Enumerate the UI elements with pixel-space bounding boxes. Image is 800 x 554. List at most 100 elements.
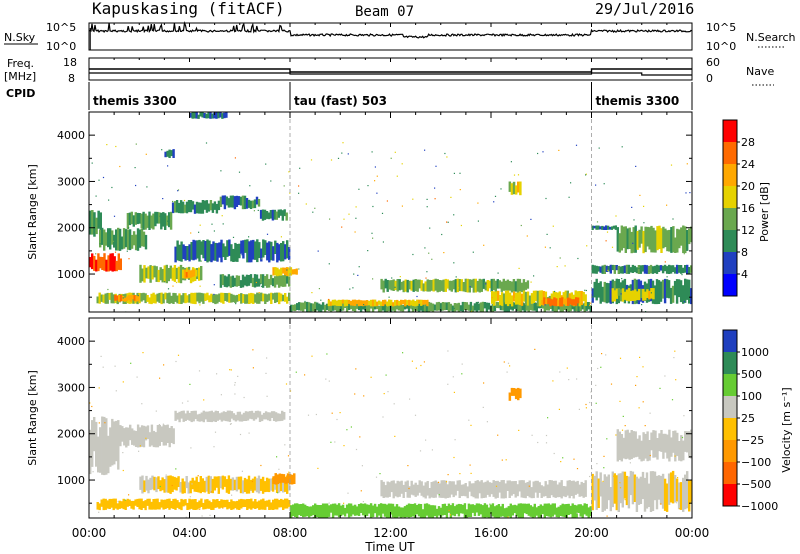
power-cell: [655, 279, 659, 305]
velocity-cell: [631, 471, 635, 505]
power-cell: [341, 226, 343, 228]
power-cell: [159, 215, 161, 217]
power-cell: [262, 239, 265, 258]
velocity-cell: [458, 480, 461, 498]
velocity-cell: [671, 399, 674, 401]
power-cell: [396, 279, 399, 292]
velocity-cell: [659, 387, 661, 389]
y-tick-label: 1000: [57, 268, 85, 281]
velocity-cell: [138, 498, 141, 510]
velocity-cell: [208, 411, 211, 422]
velocity-cell: [539, 504, 542, 518]
power-cell: [204, 241, 207, 261]
power-cell: [450, 280, 453, 292]
power-cell: [230, 293, 233, 303]
power-cell: [455, 276, 457, 278]
velocity-cell: [162, 424, 165, 446]
power-cell: [159, 267, 162, 281]
velocity-panel-data: [89, 318, 692, 518]
velocity-cell: [294, 503, 297, 517]
power-cell: [412, 279, 415, 292]
velocity-cell: [330, 441, 332, 443]
velocity-cell: [448, 509, 450, 512]
power-cell: [187, 200, 191, 213]
velocity-cell: [620, 434, 623, 462]
power-cell: [149, 265, 152, 283]
power-cell: [386, 200, 388, 202]
power-colorbar-tick-label: 8: [741, 246, 748, 259]
power-cell: [374, 180, 376, 182]
velocity-cell: [674, 448, 676, 450]
nave-right-tick-top: 60: [706, 56, 720, 69]
velocity-cell: [232, 413, 236, 421]
power-cell: [446, 279, 449, 289]
velocity-cell: [421, 509, 425, 518]
velocity-cell: [117, 501, 119, 503]
power-cell: [673, 267, 677, 274]
velocity-cell: [426, 481, 429, 496]
power-cell: [492, 278, 495, 291]
power-cell: [381, 302, 385, 311]
velocity-cell: [203, 480, 206, 493]
power-cell: [652, 227, 655, 253]
power-cell: [556, 266, 558, 268]
velocity-cell: [475, 503, 479, 513]
velocity-cell: [560, 461, 562, 463]
power-cell: [372, 278, 374, 280]
velocity-cell: [502, 480, 505, 499]
velocity-cell: [501, 459, 503, 461]
power-cell: [117, 253, 120, 270]
velocity-cell: [545, 442, 548, 444]
velocity-cell: [289, 390, 292, 392]
velocity-cell: [469, 464, 471, 466]
power-cell: [667, 267, 669, 269]
y-tick-label: 3000: [57, 175, 85, 188]
velocity-cell: [265, 372, 267, 374]
power-cell: [166, 150, 169, 157]
power-cell: [538, 290, 542, 307]
y-tick-label: 2000: [57, 222, 85, 235]
power-cell: [115, 260, 118, 272]
power-cell: [589, 305, 592, 312]
velocity-cell: [510, 481, 513, 496]
power-cell: [671, 265, 675, 272]
velocity-cell: [667, 473, 671, 505]
velocity-cell: [677, 477, 679, 479]
velocity-cell: [286, 473, 290, 484]
velocity-cell: [266, 357, 268, 359]
time-tick-label: 08:00: [273, 526, 308, 540]
power-cell: [154, 216, 156, 218]
velocity-cell: [229, 478, 233, 491]
velocity-cell: [587, 507, 590, 518]
power-cell: [577, 257, 579, 260]
power-cell: [552, 291, 556, 303]
power-cell: [382, 241, 384, 243]
velocity-cell: [448, 481, 451, 498]
power-cell: [585, 173, 587, 175]
power-cell: [434, 198, 436, 200]
power-cell: [621, 146, 623, 148]
power-cell: [679, 265, 683, 274]
velocity-cell: [461, 504, 465, 514]
velocity-cell: [394, 483, 397, 497]
velocity-cell: [595, 384, 597, 386]
power-cell: [255, 281, 257, 284]
power-cell: [444, 152, 446, 155]
power-cell: [112, 240, 114, 242]
power-cell: [277, 209, 280, 218]
power-cell: [666, 204, 668, 206]
power-cell: [91, 253, 94, 270]
power-cell: [394, 151, 396, 153]
power-cell: [156, 211, 159, 224]
power-cell: [617, 288, 621, 296]
power-cell: [186, 295, 189, 303]
power-cell: [480, 279, 483, 292]
power-cell: [634, 289, 637, 301]
power-cell: [286, 296, 289, 304]
power-cell: [339, 299, 343, 307]
velocity-cell: [122, 469, 124, 472]
velocity-cell: [199, 508, 201, 510]
power-colorbar-swatch: [723, 230, 737, 253]
power-cell: [422, 299, 425, 305]
power-cell: [119, 294, 123, 302]
